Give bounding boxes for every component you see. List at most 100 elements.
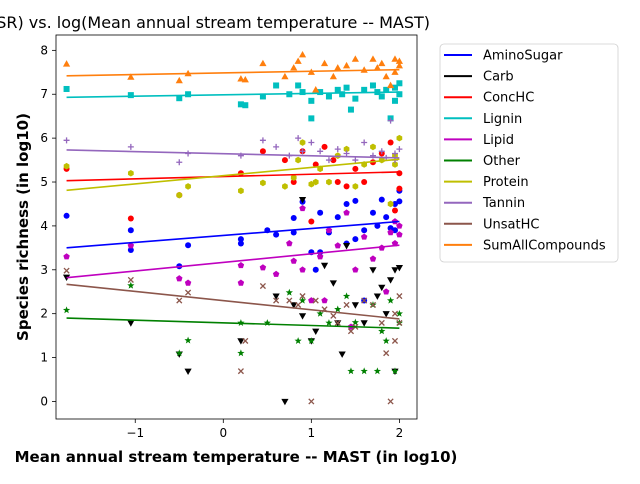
other-point [334, 305, 342, 313]
lignin-point [391, 84, 398, 91]
sumallcompounds-point [395, 57, 403, 64]
unsathc-point [299, 293, 306, 300]
legend-label-other: Other [483, 154, 521, 169]
lipid-point [316, 253, 324, 260]
lipid-point [290, 257, 297, 264]
protein-point [343, 145, 350, 153]
unsathc-point [63, 267, 70, 274]
tannin-point [295, 135, 302, 142]
tannin-point [396, 146, 403, 153]
y-tick-label: 7 [40, 87, 48, 101]
unsathc-point [396, 319, 403, 326]
lipid-point [321, 297, 328, 304]
lipid-point [396, 222, 403, 229]
other-point [62, 306, 71, 314]
unsathc-point [343, 301, 350, 308]
conchc-point [396, 170, 403, 177]
sumallcompounds-point [342, 61, 351, 69]
other-point [382, 337, 390, 344]
unsathc-point [242, 337, 249, 344]
lignin-point [176, 95, 183, 102]
other-point [127, 281, 135, 289]
unsathc-point [237, 368, 244, 375]
carb-point [373, 293, 381, 300]
carb-point [338, 351, 346, 358]
carb-point [395, 264, 403, 272]
lignin-point [396, 91, 403, 98]
carb-point [298, 313, 307, 320]
carb-point [391, 267, 399, 274]
lignin-point [347, 106, 354, 113]
lipid-point [286, 240, 293, 247]
protein-point [176, 191, 183, 199]
aminosugar-point [290, 215, 297, 222]
lignin-point [334, 86, 341, 93]
y-tick-label: 0 [40, 394, 48, 408]
legend-label-lipid: Lipid [483, 133, 514, 148]
aminosugar-point [352, 236, 359, 243]
lignin-point [308, 97, 315, 104]
conchc-point [396, 185, 403, 192]
lignin-point [237, 101, 244, 108]
legend-label-protein: Protein [483, 175, 529, 190]
other-point [386, 296, 395, 304]
carb-point [62, 274, 71, 282]
lignin-point [242, 102, 249, 109]
other-point [373, 367, 381, 375]
other-point [237, 349, 245, 357]
aminosugar-point [374, 222, 381, 229]
x-tick-label: −1 [126, 426, 144, 440]
aminosugar-point [396, 198, 403, 205]
lignin-point [259, 93, 266, 100]
legend-label-aminosugar: AminoSugar [483, 49, 563, 64]
other-point [325, 319, 333, 326]
protein-point [370, 143, 376, 151]
other-point [307, 337, 315, 344]
lignin-point [361, 86, 368, 93]
aminosugar-point [312, 266, 319, 273]
lipid-point [299, 266, 306, 273]
legend-label-carb: Carb [483, 70, 514, 85]
aminosugar-point [383, 214, 390, 221]
aminosugar-point [352, 197, 359, 204]
series-conchc [63, 139, 403, 225]
sumallcompounds-point [62, 60, 71, 67]
sumallcompounds-point [320, 59, 329, 67]
aminosugar-point [63, 212, 70, 219]
protein-point [312, 178, 319, 186]
tannin-point [378, 148, 385, 155]
series-lipid [63, 204, 403, 330]
chart-title: og(SR) vs. log(Mean annual stream temper… [0, 13, 430, 32]
lipid-point [237, 279, 245, 286]
lipid-point [259, 264, 267, 271]
protein-point [260, 179, 266, 187]
lignin-point [378, 93, 385, 100]
lignin-point [396, 80, 403, 87]
x-axis: −1 0 1 2 [126, 419, 403, 440]
sumallcompounds-point [378, 59, 386, 67]
series-tannin [63, 117, 403, 166]
lipid-point [272, 270, 280, 277]
conchc-point [361, 179, 368, 186]
lipid-point [308, 297, 315, 304]
other-point [184, 336, 192, 344]
carb-point [360, 320, 368, 327]
carb-point [237, 338, 245, 345]
protein-point [352, 183, 359, 190]
aminosugar-point [361, 227, 368, 234]
lignin-point [339, 91, 346, 98]
aminosugar-trend-line [66, 220, 400, 249]
aminosugar-point [334, 214, 341, 221]
aminosugar-point [127, 247, 134, 254]
y-axis: 0 1 2 3 4 5 6 7 8 [40, 43, 56, 408]
lignin-point [317, 89, 324, 96]
unsathc-point [396, 293, 403, 300]
lignin-point [63, 85, 70, 92]
conchc-point [387, 139, 394, 146]
series-unsathc [63, 267, 403, 405]
unsathc-point [334, 319, 341, 326]
sumallcompounds-point [237, 75, 245, 82]
carb-point [290, 302, 298, 309]
lipid-point [237, 262, 245, 269]
